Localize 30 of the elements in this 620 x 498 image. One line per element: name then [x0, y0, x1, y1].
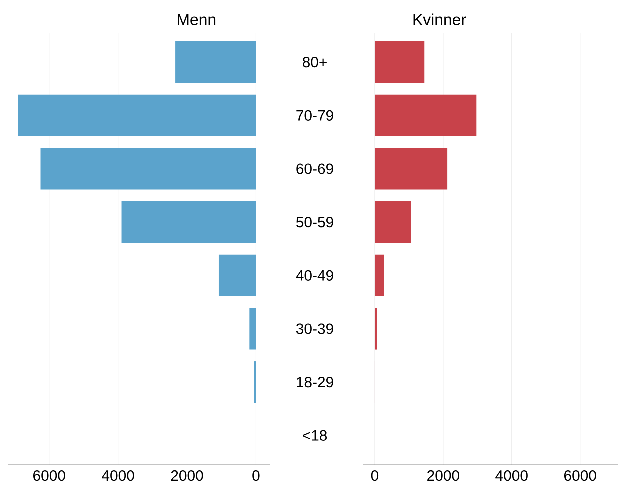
bar: [176, 42, 256, 84]
x-tick-label: 0: [371, 470, 379, 482]
y-tick-label: 18-29: [297, 377, 334, 388]
bar: [374, 202, 412, 244]
x-tick-label: 2000: [171, 470, 204, 482]
bar: [250, 308, 256, 350]
y-tick-label: 80+: [302, 57, 327, 68]
x-tick-label: 6000: [564, 470, 596, 482]
x-tick-label: 2000: [428, 470, 460, 482]
chart-title: Kvinner: [414, 14, 466, 26]
y-tick-label: 70-79: [296, 110, 334, 121]
chart-title: Menn: [178, 14, 216, 26]
x-tick-label: 4000: [496, 470, 528, 482]
bar: [374, 148, 448, 190]
bar: [218, 254, 256, 296]
y-tick-label: <18: [303, 430, 328, 441]
bar: [40, 148, 256, 190]
y-tick-label: 60-69: [296, 164, 334, 174]
bar: [374, 254, 384, 296]
x-tick-label: 0: [252, 470, 260, 482]
y-tick-label: 40-49: [296, 270, 334, 281]
y-tick-label: 30-39: [296, 324, 334, 334]
x-tick-label: 4000: [102, 470, 134, 482]
bar: [374, 42, 425, 84]
y-tick-label: 50-59: [296, 217, 334, 228]
bar: [374, 308, 378, 350]
bar: [122, 202, 256, 244]
x-tick-label: 6000: [34, 470, 66, 482]
bar: [374, 94, 477, 136]
bar: [18, 94, 256, 136]
